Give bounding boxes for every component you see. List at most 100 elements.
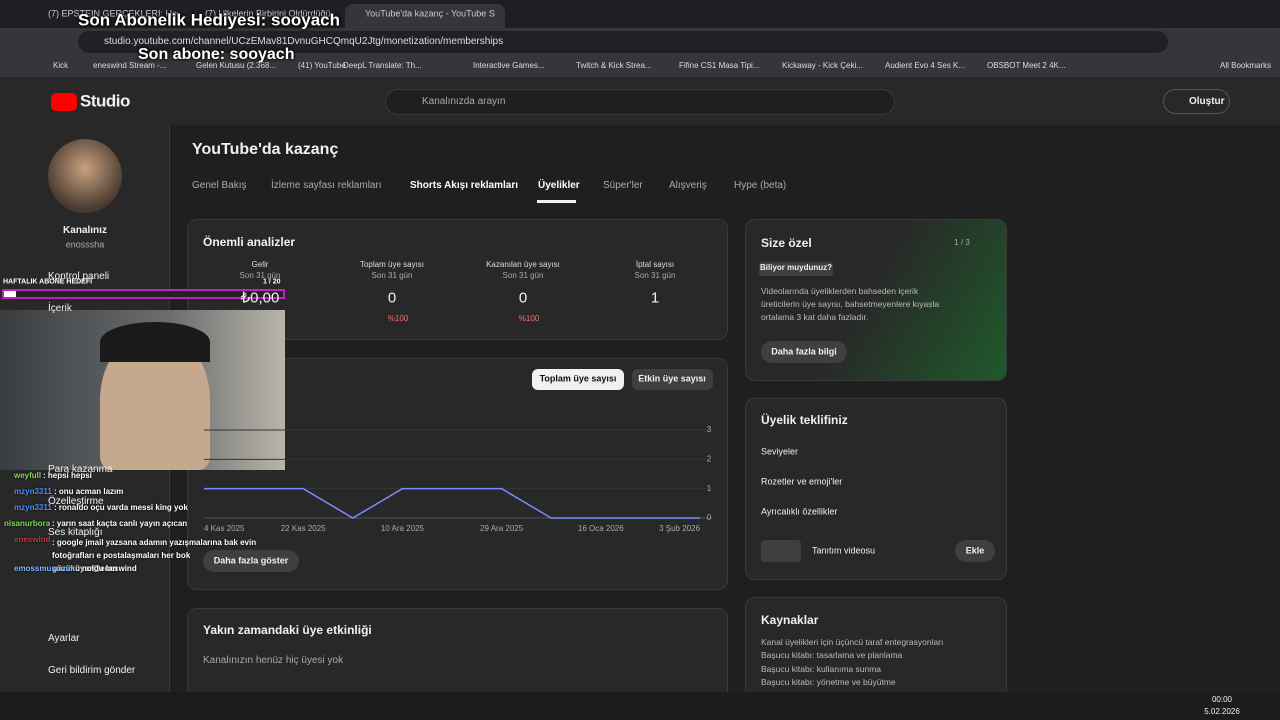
learn-more-button[interactable] [761, 341, 847, 363]
nav-item[interactable]: İçerik [48, 303, 72, 314]
tab-strip [0, 0, 1280, 28]
youtube-logo[interactable] [51, 93, 77, 111]
chat-text: : noldu lan [77, 564, 118, 573]
bookmark[interactable]: Interactive Games... [473, 61, 545, 70]
search-placeholder[interactable]: Kanalınızda arayın [422, 96, 506, 107]
bookmark[interactable]: eneswind Stream -... [93, 61, 167, 70]
bookmark[interactable]: Kick [53, 61, 69, 70]
all-bookmarks[interactable]: All Bookmarks [1220, 61, 1272, 70]
chart-toggle-active[interactable] [532, 369, 624, 390]
card-title: Önemli analizler [203, 235, 296, 249]
chart-toggle-label[interactable]: Etkin üye sayısı [638, 373, 706, 384]
chat-text: : hepsi hepsi [43, 471, 92, 480]
chat-user: mzyn3311 [14, 503, 52, 512]
nav-item[interactable]: Para kazanma [48, 464, 113, 475]
resource-link[interactable]: Kanal üyelikleri için üçüncü taraf enteg… [761, 636, 944, 647]
chat-text: : ronaldo oçu varda messi king yok [54, 503, 188, 512]
goal-label: HAFTALIK ABONE HEDEFİ [3, 278, 93, 286]
page-tab[interactable]: Shorts Akışı reklamları [410, 180, 519, 191]
metric-value: 0 [518, 289, 528, 307]
chat-text: : onu acman lazım [54, 487, 124, 496]
pager: 1 / 3 [954, 238, 970, 247]
goal-count: 1 / 20 [263, 278, 281, 286]
metric-value: 0 [387, 289, 397, 307]
chart-toggle-label[interactable]: Toplam üye sayısı [539, 373, 617, 384]
overlay-last-sub: Son abone: sooyach [138, 46, 295, 63]
nav-item[interactable]: Ses kitaplığı [48, 527, 103, 538]
bookmark[interactable]: Audient Evo 4 Ses K... [885, 61, 966, 70]
metric-period: Son 31 gün [371, 271, 413, 280]
tab-title[interactable]: YouTube'da kazanç - YouTube S... [365, 9, 495, 19]
search-box[interactable] [385, 89, 895, 115]
video-label: Tanıtım videosu [812, 545, 876, 556]
chat-text: : google jmail yazsana adamın yazışmalar… [52, 538, 257, 573]
chat-text: : yarın saat kaçta canlı yayın açıcan [52, 519, 188, 528]
badge-label: Biliyor muydunuz? [760, 263, 832, 272]
video-icon [761, 540, 801, 562]
add-label[interactable]: Ekle [965, 545, 985, 556]
tab-title[interactable]: (7) EPSTEIN GERÇEKLERİ: Her ... [48, 9, 178, 19]
create-label[interactable]: Oluştur [1189, 96, 1225, 107]
bookmark[interactable]: DeepL Translate: Th... [343, 61, 422, 70]
bookmark[interactable]: (41) YouTube [298, 61, 346, 70]
chat-user: mzyn3311 [14, 487, 52, 496]
metric-change: %100 [518, 314, 540, 323]
taskbar [0, 692, 1280, 720]
card-title: Size özel [761, 236, 812, 250]
nav-item[interactable]: Kontrol paneli [48, 271, 110, 282]
nav-item[interactable]: Ayarlar [48, 633, 80, 644]
offer-row[interactable]: Seviyeler [761, 446, 799, 457]
learn-more-label[interactable]: Daha fazla bilgi [771, 346, 837, 357]
create-button[interactable] [1163, 89, 1230, 114]
bookmark[interactable]: Fifine CS1 Masa Tipi... [679, 61, 760, 70]
metric-period: Son 31 gün [634, 271, 676, 280]
page-tab[interactable]: Alışveriş [669, 180, 707, 191]
chart-toggle[interactable] [632, 369, 713, 390]
tip-text: Videolarında üyeliklerden bahseden içeri… [761, 286, 940, 322]
active-tab[interactable] [345, 4, 505, 28]
offer-row[interactable]: Rozetler ve emoji'ler [761, 476, 843, 487]
show-more-label[interactable]: Daha fazla göster [213, 555, 289, 566]
nav-item[interactable]: Geri bildirim gönder [48, 665, 136, 676]
card-title: Kaynaklar [761, 613, 819, 627]
chat-user: weyfull [14, 471, 42, 480]
show-more-button[interactable] [203, 550, 299, 572]
metric-label: Toplam üye sayısı [359, 260, 425, 269]
goal-fill [4, 291, 16, 297]
metric-value: 1 [650, 289, 660, 307]
chat-user: emossmusumm [14, 564, 75, 573]
page-tab[interactable]: Üyelikler [538, 180, 580, 191]
add-button[interactable] [955, 540, 995, 562]
offer-row[interactable]: Ayrıcalıklı özellikler [761, 506, 838, 517]
chat-user: eneswind [14, 535, 51, 544]
page-tab[interactable]: Süper'ler [603, 180, 643, 191]
url[interactable]: studio.youtube.com/channel/UCzEMav81Dvnu… [104, 36, 504, 47]
tab-title[interactable]: (7) Ülkelerin Birbirini Öldürdüğü... [205, 9, 335, 19]
overlay-gift: Son Abonelik Hediyesi: sooyach [78, 10, 340, 30]
page-title: YouTube'da kazanç [192, 141, 339, 158]
metric-period: Son 31 gün [239, 271, 281, 280]
resource-link[interactable]: Başucu kitabı: kullanıma sunma [761, 663, 882, 674]
bookmark[interactable]: Gelen Kutusu (2.368... [196, 61, 277, 70]
page-tab[interactable]: İzleme sayfası reklamları [271, 180, 382, 191]
metric-value: ₺0,00 [240, 289, 280, 307]
page-tab[interactable]: Hype (beta) [734, 180, 787, 191]
nav-item[interactable]: Özelleştirme [48, 496, 104, 507]
metric-change: %100 [387, 314, 409, 323]
metric-label: Kazanılan üye sayısı [486, 260, 560, 269]
metric-label: Gelir [251, 260, 269, 269]
bookmark[interactable]: Kickaway - Kick Çeki... [782, 61, 863, 70]
bookmark[interactable]: OBSBOT Meet 2 4K... [987, 61, 1066, 70]
address-bar[interactable] [78, 31, 1168, 53]
channel-avatar[interactable] [48, 139, 122, 213]
clock-date: 5.02.2026 [1204, 707, 1240, 716]
resource-link[interactable]: Başucu kitabı: yönetme ve büyütme [761, 676, 896, 687]
channel-name: Kanalınız [63, 225, 107, 236]
badge [759, 262, 833, 276]
studio-logo[interactable]: Studio [80, 91, 130, 111]
channel-handle: enosssha [65, 239, 105, 250]
metric-label: İptal sayısı [635, 260, 675, 269]
bookmark[interactable]: Twitch & Kick Strea... [576, 61, 652, 70]
page-tab[interactable]: Genel Bakış [192, 180, 247, 191]
resource-link[interactable]: Başucu kitabı: tasarlama ve planlama [761, 649, 903, 660]
